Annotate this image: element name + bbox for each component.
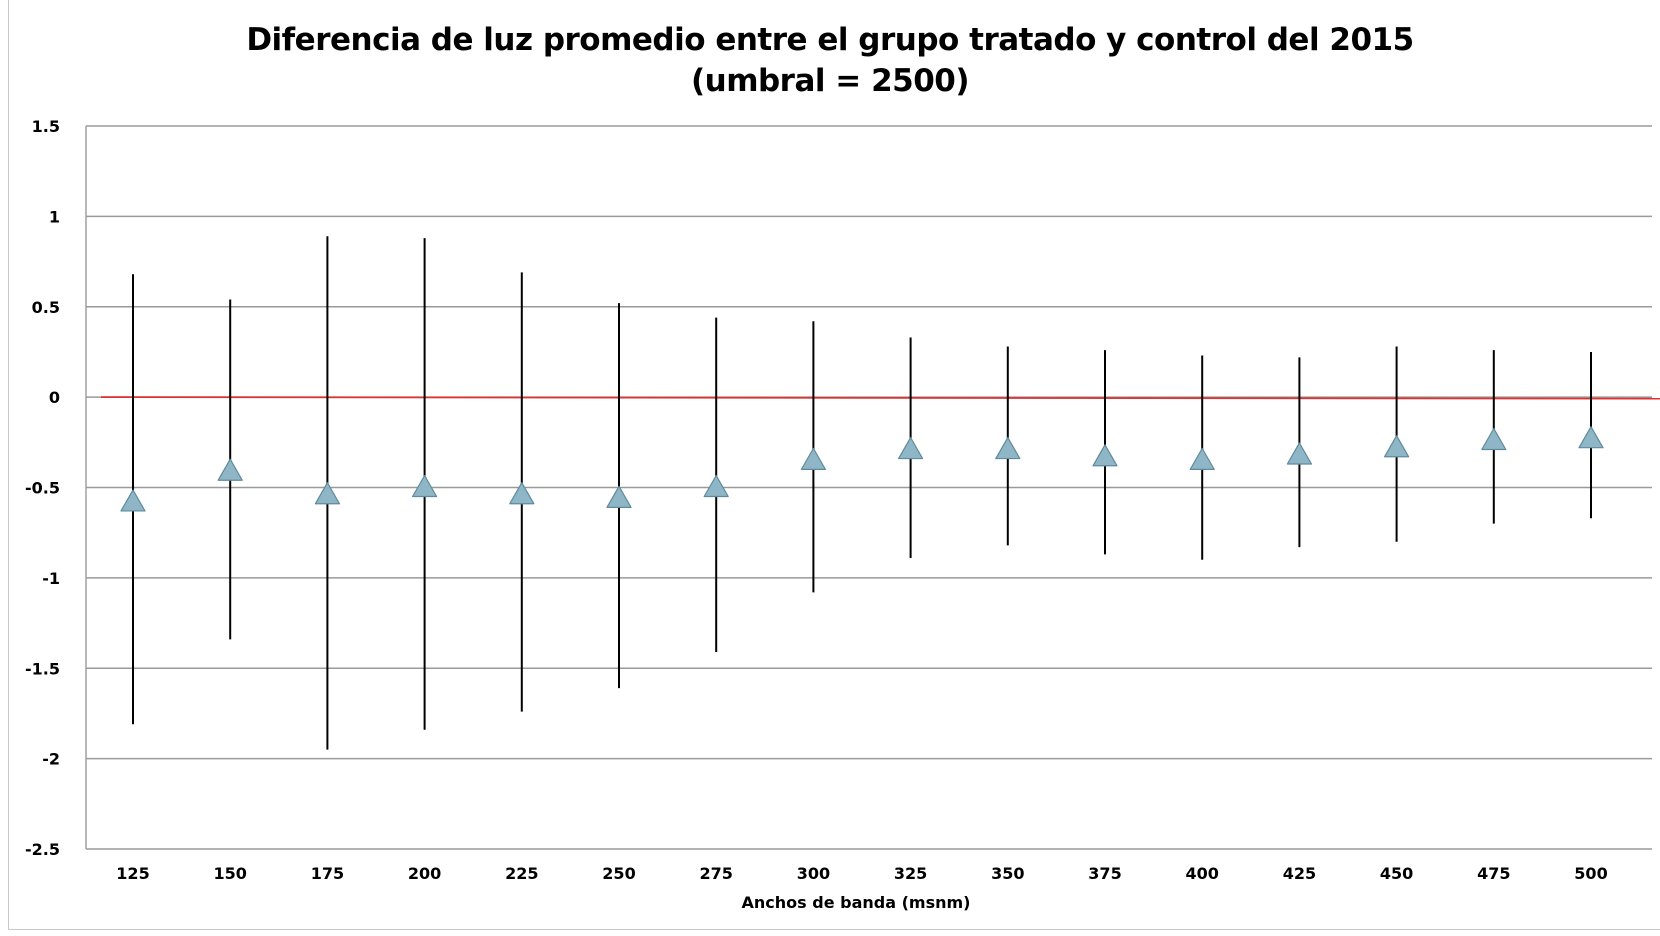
data-point-marker (1481, 427, 1507, 451)
data-point-marker (897, 436, 924, 460)
data-point-marker (509, 482, 535, 505)
gridlines (85, 125, 1652, 850)
chart-frame (8, 0, 1660, 930)
data-point-marker (1189, 447, 1215, 470)
y-tick-label: -1 (42, 569, 60, 588)
x-tick-label: 375 (1088, 864, 1121, 883)
y-axis-tick-labels: 1.5 1 0.5 0 -0.5 -1 -1.5 -2 -2.5 (25, 117, 60, 859)
x-tick-label: 350 (991, 864, 1024, 883)
x-tick-label: 225 (505, 864, 538, 883)
y-tick-label: -1.5 (25, 659, 60, 678)
x-tick-label: 500 (1574, 864, 1607, 883)
x-axis-title: Anchos de banda (msnm) (742, 893, 971, 912)
y-tick-label: -2 (42, 750, 60, 769)
x-tick-label: 200 (408, 864, 441, 883)
y-tick-label: 1 (49, 207, 60, 226)
chart-title: Diferencia de luz promedio entre el grup… (0, 20, 1660, 102)
data-point-marker (606, 485, 632, 508)
x-tick-label: 450 (1380, 864, 1413, 883)
x-tick-label: 125 (116, 864, 149, 883)
x-tick-label: 175 (311, 864, 344, 883)
data-point-marker (120, 489, 146, 512)
data-point-marker (412, 474, 438, 498)
x-tick-label: 475 (1477, 864, 1510, 883)
data-point-marker (1286, 442, 1313, 465)
data-point-marker (1578, 426, 1604, 449)
zero-reference-line-stroke (100, 396, 1660, 400)
y-tick-label: -0.5 (25, 479, 60, 498)
y-tick-label: -2.5 (25, 840, 60, 859)
data-point-marker (314, 482, 340, 505)
x-tick-label: 325 (894, 864, 927, 883)
data-markers (120, 426, 1604, 512)
x-tick-label: 300 (797, 864, 830, 883)
x-tick-label: 425 (1283, 864, 1316, 883)
data-point-marker (1383, 435, 1410, 458)
chart-subtitle: (umbral = 2500) (690, 63, 970, 99)
zero-reference-line (100, 396, 1660, 400)
y-tick-label: 1.5 (32, 117, 60, 136)
y-tick-label: 0.5 (32, 298, 60, 317)
data-point-marker (800, 447, 827, 470)
x-axis-tick-labels: 125 150 175 200 225 250 275 300 325 350 375 400 425 4… (116, 864, 1607, 883)
data-point-marker (703, 474, 729, 498)
chart-title-line1: Diferencia de luz promedio entre el grup… (246, 22, 1414, 58)
y-tick-label: 0 (49, 388, 60, 407)
data-point-marker (217, 458, 243, 481)
x-tick-label: 400 (1185, 864, 1218, 883)
data-point-marker (1092, 444, 1118, 467)
x-tick-label: 250 (602, 864, 635, 883)
x-tick-label: 275 (699, 864, 732, 883)
error-bars (132, 236, 1592, 750)
data-point-marker (995, 436, 1021, 460)
x-tick-label: 150 (213, 864, 246, 883)
